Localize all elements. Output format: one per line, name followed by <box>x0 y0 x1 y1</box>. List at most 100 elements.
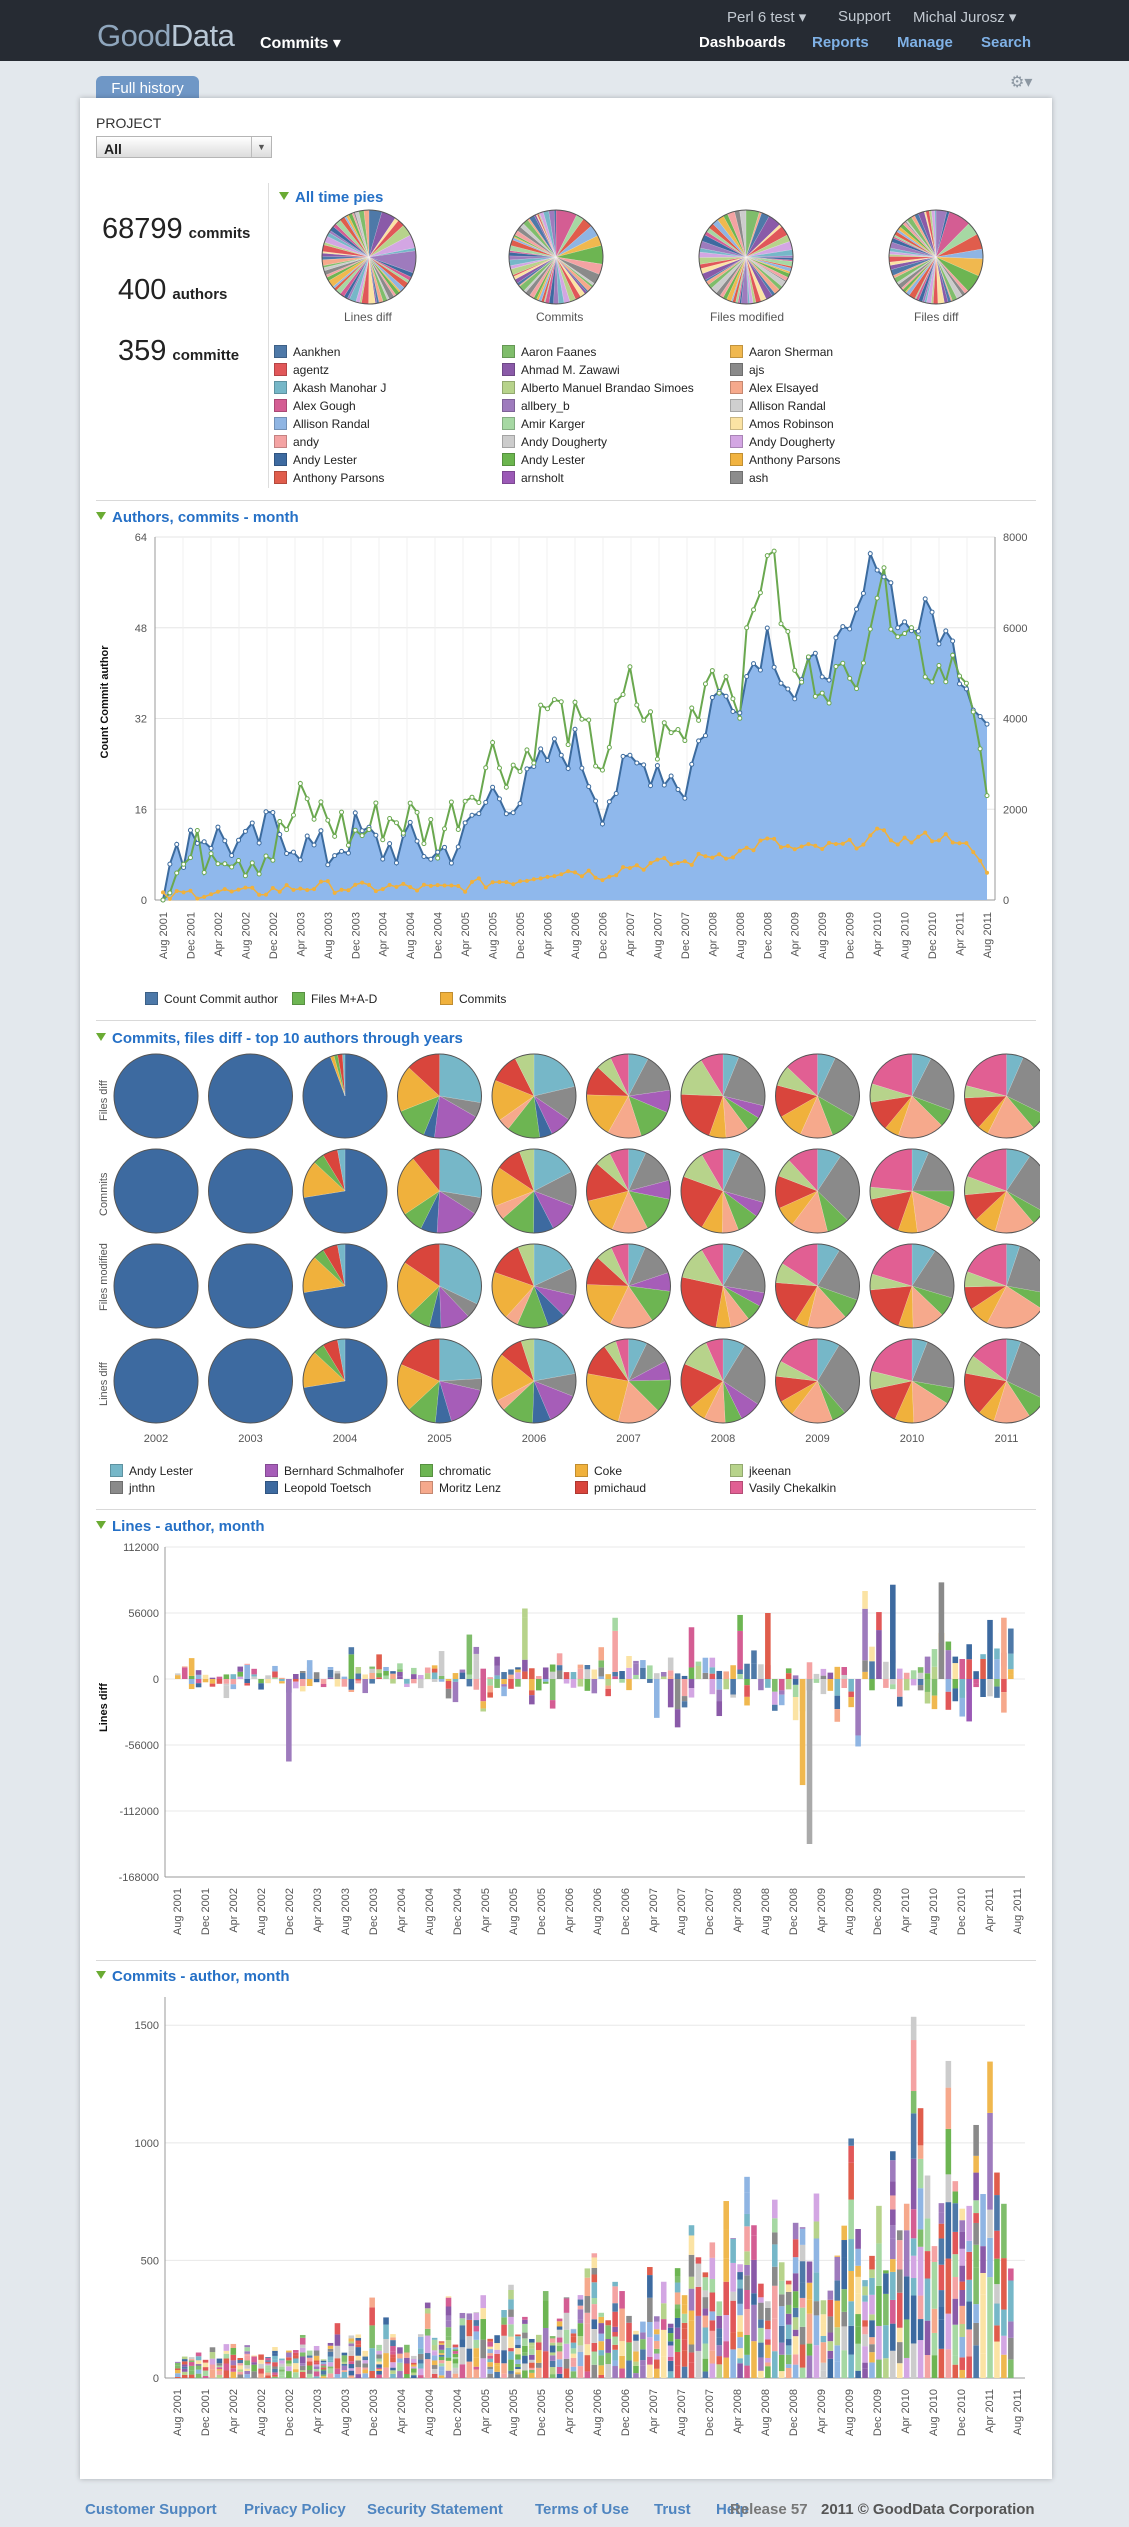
bar-segment <box>341 2370 348 2372</box>
legend-item[interactable]: jnthn <box>110 1481 155 1495</box>
legend-item[interactable]: Alberto Manuel Brandao Simoes <box>502 381 694 395</box>
bar-segment <box>272 1665 278 1672</box>
legend-item[interactable]: arnsholt <box>502 471 564 485</box>
bar-segment <box>209 2369 216 2378</box>
legend-item[interactable]: chromatic <box>420 1464 491 1478</box>
bar-segment <box>869 1679 875 1691</box>
bar-segment <box>293 2369 299 2373</box>
bar-segment <box>938 2212 945 2224</box>
bar-segment <box>577 1668 584 1679</box>
year-label: 2002 <box>144 1433 168 1445</box>
footer-terms-of-use[interactable]: Terms of Use <box>535 2501 629 2518</box>
footer-privacy-policy[interactable]: Privacy Policy <box>244 2501 346 2518</box>
bar-segment <box>688 2276 695 2289</box>
bar-segment <box>244 2347 250 2352</box>
legend-item[interactable]: ajs <box>730 363 764 377</box>
legend-item[interactable]: Amos Robinson <box>730 417 834 431</box>
footer-help[interactable]: Help <box>716 2501 749 2518</box>
bar-segment <box>237 2360 244 2364</box>
bar-segment <box>181 2356 188 2360</box>
point <box>813 843 818 848</box>
collapse-icon[interactable] <box>96 512 106 520</box>
year-pie <box>491 1053 577 1139</box>
point <box>923 830 928 835</box>
bar-segment <box>535 1679 542 1691</box>
legend-item[interactable]: Alex Elsayed <box>730 381 818 395</box>
legend-item[interactable]: Moritz Lenz <box>420 1481 501 1495</box>
legend-item[interactable]: Aaron Faanes <box>502 345 596 359</box>
bar-segment <box>452 2357 459 2360</box>
collapse-icon[interactable] <box>96 1521 106 1529</box>
legend-item[interactable]: Commits <box>440 992 506 1006</box>
nav-manage[interactable]: Manage <box>897 34 953 51</box>
section-title-top-authors-pies[interactable]: Commits, files diff - top 10 authors thr… <box>96 1030 463 1047</box>
section-title-authors-commits-month[interactable]: Authors, commits - month <box>96 509 299 526</box>
bar-segment <box>369 1679 375 1684</box>
bar-segment <box>348 1689 355 1692</box>
footer-security-statement[interactable]: Security Statement <box>367 2501 503 2518</box>
project-menu[interactable]: Perl 6 test ▾ <box>727 9 807 26</box>
bar-segment <box>605 1679 611 1686</box>
legend-item[interactable]: Aaron Sherman <box>730 345 833 359</box>
bar-segment <box>445 2315 452 2321</box>
x-tick-label: Apr 2011 <box>955 912 967 956</box>
bar-segment <box>487 2349 493 2354</box>
bar-segment <box>195 2365 202 2370</box>
project-switcher[interactable]: Commits ▾ <box>260 35 341 52</box>
legend-item[interactable]: Anthony Parsons <box>730 453 840 467</box>
legend-item[interactable]: ash <box>730 471 768 485</box>
section-title-commits-author-month[interactable]: Commits - author, month <box>96 1968 290 1985</box>
bar-segment <box>445 2296 452 2298</box>
project-filter-select[interactable]: All ▼ <box>96 136 272 158</box>
bar-segment <box>674 2327 681 2340</box>
legend-item[interactable]: andy <box>274 435 319 449</box>
legend-item[interactable]: Amir Karger <box>502 417 585 431</box>
legend-item[interactable]: Andy Lester <box>502 453 585 467</box>
section-title-all-time-pies[interactable]: All time pies <box>279 189 383 206</box>
legend-item[interactable]: Alex Gough <box>274 399 356 413</box>
bar-segment <box>522 2345 528 2353</box>
user-menu[interactable]: Michal Jurosz ▾ <box>913 9 1017 26</box>
legend-item[interactable]: Count Commit author <box>145 992 278 1006</box>
nav-reports[interactable]: Reports <box>812 34 869 51</box>
legend-item[interactable]: Allison Randal <box>730 399 826 413</box>
legend-item[interactable]: Files M+A-D <box>292 992 377 1006</box>
legend-item[interactable]: Bernhard Schmalhofer <box>265 1464 404 1478</box>
legend-item[interactable]: Andy Dougherty <box>502 435 607 449</box>
bar-segment <box>327 2348 334 2352</box>
legend-item[interactable]: Leopold Toetsch <box>265 1481 371 1495</box>
legend-item[interactable]: Anthony Parsons <box>274 471 384 485</box>
legend-item[interactable]: Ahmad M. Zawawi <box>502 363 620 377</box>
legend-item[interactable]: Andy Lester <box>274 453 357 467</box>
legend-item[interactable]: Vasily Chekalkin <box>730 1481 836 1495</box>
collapse-icon[interactable] <box>279 192 289 200</box>
legend-item[interactable]: Allison Randal <box>274 417 370 431</box>
nav-dashboards[interactable]: Dashboards <box>699 34 786 51</box>
legend-item[interactable]: Coke <box>575 1464 622 1478</box>
collapse-icon[interactable] <box>96 1033 106 1041</box>
footer-customer-support[interactable]: Customer Support <box>85 2501 217 2518</box>
gooddata-logo[interactable]: GoodData <box>97 18 235 53</box>
nav-search[interactable]: Search <box>981 34 1032 51</box>
bar-segment <box>869 2320 875 2338</box>
support-link[interactable]: Support <box>838 8 891 25</box>
bar-segment <box>535 2362 542 2368</box>
gear-icon[interactable]: ⚙▾ <box>1010 74 1033 91</box>
legend-item[interactable]: Andy Dougherty <box>730 435 835 449</box>
bar-segment <box>945 1641 952 1651</box>
bar-segment <box>820 1675 827 1679</box>
legend-item[interactable]: allbery_b <box>502 399 570 413</box>
bar-segment <box>230 1679 237 1685</box>
legend-item[interactable]: pmichaud <box>575 1481 646 1495</box>
legend-item[interactable]: Andy Lester <box>110 1464 193 1478</box>
legend-item[interactable]: Akash Manohar J <box>274 381 386 395</box>
legend-item[interactable]: Aankhen <box>274 345 340 359</box>
footer-trust[interactable]: Trust <box>654 2501 691 2518</box>
legend-label: ash <box>749 471 769 485</box>
legend-item[interactable]: agentz <box>274 363 329 377</box>
tab-full-history[interactable]: Full history <box>96 76 199 101</box>
collapse-icon[interactable] <box>96 1971 106 1979</box>
section-title-lines-author-month[interactable]: Lines - author, month <box>96 1518 265 1535</box>
bar-segment <box>938 2290 945 2307</box>
legend-item[interactable]: jkeenan <box>730 1464 791 1478</box>
